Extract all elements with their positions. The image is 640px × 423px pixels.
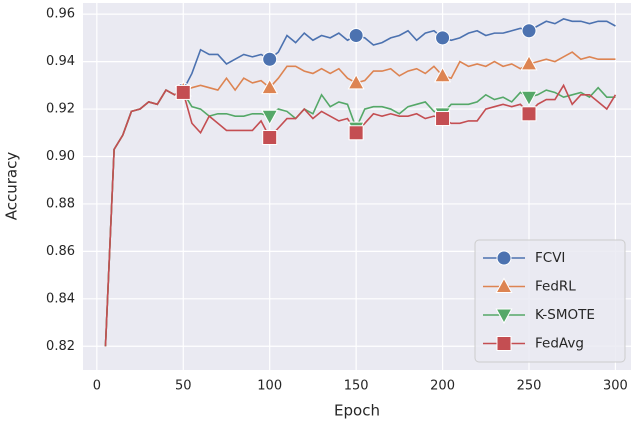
x-tick-label: 250 (517, 379, 542, 394)
y-tick-label: 0.84 (46, 291, 75, 306)
marker (348, 125, 364, 141)
marker (435, 30, 451, 46)
y-axis-label: Accuracy (3, 152, 21, 221)
legend-box (474, 239, 626, 363)
x-tick-label: 300 (603, 379, 628, 394)
y-tick-label: 0.96 (46, 7, 75, 22)
marker (496, 336, 512, 351)
marker (495, 277, 513, 293)
y-tick-label: 0.94 (46, 54, 75, 69)
y-tick-label: 0.90 (46, 149, 75, 164)
marker (495, 308, 513, 325)
marker (262, 51, 278, 67)
marker (520, 90, 538, 107)
marker (261, 109, 279, 126)
marker (262, 130, 278, 146)
x-tick-label: 0 (93, 379, 101, 394)
marker (435, 111, 451, 127)
marker (521, 106, 537, 122)
x-tick-label: 150 (344, 379, 369, 394)
legend-label: FCVI (535, 250, 565, 266)
marker (434, 66, 452, 83)
marker (496, 250, 512, 266)
legend-label: FedRL (535, 279, 576, 295)
x-tick-label: 100 (257, 379, 282, 394)
y-tick-label: 0.92 (46, 102, 75, 117)
y-tick-label: 0.86 (46, 244, 75, 259)
marker (521, 23, 537, 39)
marker (175, 84, 191, 100)
y-tick-label: 0.82 (46, 339, 75, 354)
x-tick-label: 200 (430, 379, 455, 394)
x-tick-label: 50 (175, 379, 192, 394)
marker (520, 54, 538, 71)
marker (348, 28, 364, 44)
y-tick-label: 0.88 (46, 196, 75, 211)
marker (347, 73, 365, 90)
legend-label: FedAvg (535, 336, 584, 352)
x-axis-label: Epoch (334, 402, 380, 420)
legend: FCVI FedRL K-SMOTE FedAvg (474, 239, 626, 363)
legend-label: K-SMOTE (535, 307, 595, 323)
marker (261, 78, 279, 95)
